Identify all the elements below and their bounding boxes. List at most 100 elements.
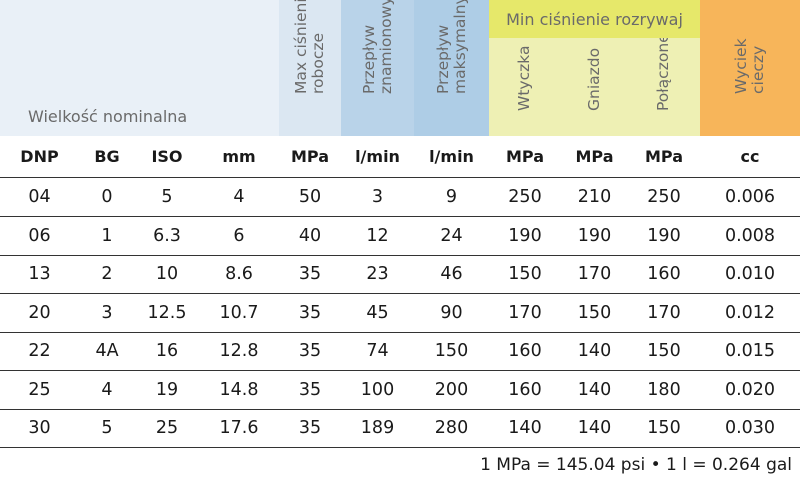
table-cell: 170	[647, 302, 681, 323]
table-cell: 250	[508, 187, 542, 207]
table-cell: 06	[28, 225, 51, 246]
table-cell: 1	[101, 225, 113, 246]
table-cell: 150	[577, 302, 612, 323]
table-cell: 0	[101, 187, 113, 207]
table-row: 13 2 10 8.6 35 23 46 150 170 160 0.010	[0, 255, 800, 294]
table-cell: 50	[298, 187, 322, 207]
table-cell: 10	[155, 264, 179, 284]
max-flow-label: Przepływ maksymalny	[433, 0, 469, 94]
table-cell: 24	[440, 225, 463, 246]
table-cell: 17.6	[219, 418, 259, 438]
table-cell: 170	[508, 302, 542, 323]
table-cell: 160	[508, 379, 542, 400]
table-cell: 35	[298, 418, 322, 438]
table-cell: 13	[28, 264, 51, 284]
max-pressure-header: Max ciśnienie robocze	[279, 0, 341, 136]
min-burst-group-header: Min ciśnienie rozrywaj	[489, 0, 700, 38]
max-pressure-label: Max ciśnienie robocze	[292, 0, 327, 94]
leak-label: Wyciek cieczy	[732, 38, 767, 94]
table-cell: 2	[101, 264, 113, 284]
rated-flow-header: Przepływ znamionowy	[341, 0, 414, 136]
table-row: 30 5 25 17.6 35 189 280 140 140 150 0.030	[0, 409, 800, 448]
table-cell: 150	[647, 341, 681, 361]
table-cell: 14.8	[219, 379, 259, 400]
table-cell: 46	[440, 264, 463, 284]
table-cell: 170	[577, 264, 612, 284]
table-cell: 4A	[95, 341, 119, 361]
table-cell: 3	[101, 302, 113, 323]
table-cell: 25	[28, 379, 51, 400]
table-cell: 0.020	[724, 379, 776, 400]
table-cell: BG	[94, 147, 120, 166]
table-cell: 35	[298, 341, 322, 361]
table-cell: 19	[155, 379, 179, 400]
table-header: Wielkość nominalna Max ciśnienie robocze…	[0, 0, 800, 136]
table-cell: 189	[360, 418, 395, 438]
table-cell: 40	[298, 225, 322, 246]
table-cell: 25	[155, 418, 179, 438]
table-cell: 5	[161, 187, 173, 207]
table-cell: cc	[740, 147, 760, 166]
unit-row: DNP BG ISO mm MPa l/min l/min MPa MPa MPa cc	[0, 136, 800, 178]
table-cell: 6	[233, 225, 245, 246]
table-row: 06 1 6.3 6 40 12 24 190 190 190 0.008	[0, 217, 800, 256]
table-row: 20 3 12.5 10.7 35 45 90 170 150 170 0.012	[0, 294, 800, 333]
table-cell: 10.7	[219, 302, 259, 323]
table-cell: 100	[360, 379, 395, 400]
table-row: 04 0 5 4 50 3 9 250 210 250 0.006	[0, 178, 800, 217]
table-cell: 150	[647, 418, 681, 438]
table-cell: 190	[647, 225, 681, 246]
table-cell: 4	[233, 187, 245, 207]
table-cell: 16	[155, 341, 179, 361]
table-cell: 200	[434, 379, 469, 400]
table-cell: 35	[298, 379, 322, 400]
table-cell: 35	[298, 264, 322, 284]
table-cell: ISO	[151, 147, 183, 166]
table-cell: 0.012	[724, 302, 776, 323]
table-cell: 12.5	[147, 302, 187, 323]
table-cell: 23	[366, 264, 389, 284]
plug-label: Wtyczka	[515, 45, 533, 111]
table-cell: 0.015	[724, 341, 776, 361]
table-cell: 45	[366, 302, 389, 323]
table-cell: l/min	[355, 147, 400, 166]
table-cell: 160	[647, 264, 681, 284]
table-cell: 150	[508, 264, 542, 284]
table-cell: l/min	[429, 147, 474, 166]
table-cell: MPa	[505, 147, 544, 166]
table-cell: 35	[298, 302, 322, 323]
table-cell: 30	[28, 418, 51, 438]
table-cell: 140	[577, 341, 612, 361]
table-cell: MPa	[290, 147, 329, 166]
unit-footnote: 1 MPa = 145.04 psi • 1 l = 0.264 gal	[480, 455, 792, 475]
nominal-size-header: Wielkość nominalna	[0, 0, 279, 136]
table-cell: 150	[434, 341, 469, 361]
table-cell: 160	[508, 341, 542, 361]
table-cell: 180	[647, 379, 681, 400]
connected-label: Połączone	[654, 33, 672, 111]
table-cell: mm	[222, 147, 256, 166]
table-cell: 04	[28, 187, 51, 207]
table-cell: 74	[366, 341, 389, 361]
table-cell: 140	[577, 418, 612, 438]
table-cell: MPa	[644, 147, 683, 166]
socket-label: Gniazdo	[584, 47, 603, 111]
nominal-size-label: Wielkość nominalna	[28, 107, 188, 126]
table-cell: 140	[577, 379, 612, 400]
table-cell: 190	[577, 225, 612, 246]
table-cell: 12.8	[219, 341, 259, 361]
table-cell: 0.008	[724, 225, 776, 246]
table-cell: 250	[647, 187, 681, 207]
table-row: 25 4 19 14.8 35 100 200 160 140 180 0.020	[0, 371, 800, 410]
table-cell: 4	[101, 379, 113, 400]
table-cell: 22	[28, 341, 51, 361]
table-cell: 5	[101, 418, 113, 438]
table-cell: 90	[440, 302, 463, 323]
table-cell: MPa	[575, 147, 614, 166]
table-cell: 190	[508, 225, 542, 246]
table-cell: 140	[508, 418, 542, 438]
table-cell: 20	[28, 302, 51, 323]
table-cell: 280	[434, 418, 469, 438]
max-flow-header: Przepływ maksymalny	[414, 0, 489, 136]
table-row: 22 4A 16 12.8 35 74 150 160 140 150 0.015	[0, 332, 800, 371]
